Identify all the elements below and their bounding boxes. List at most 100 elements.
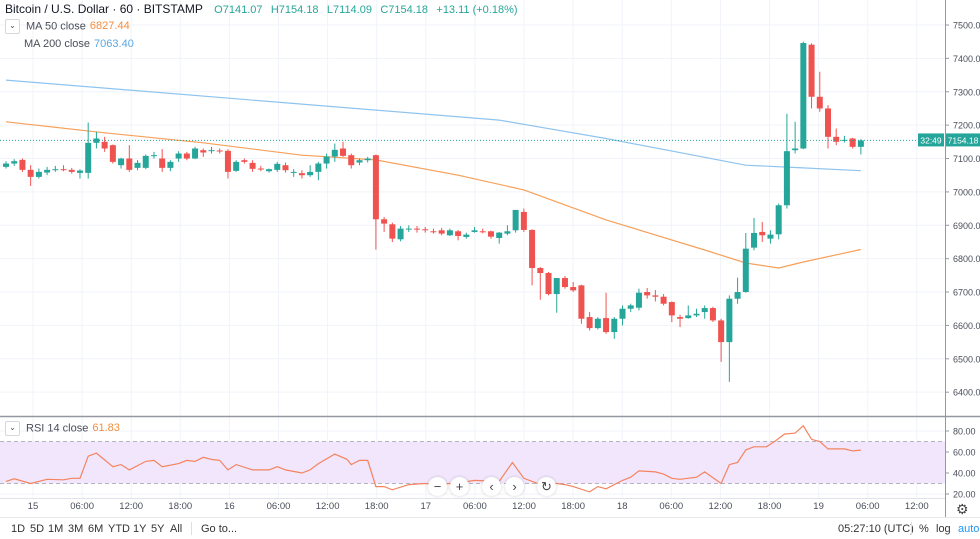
candle-body [85,142,92,173]
candle-body [372,155,379,220]
go-to-date-button[interactable]: Go to... [201,523,238,535]
candle-body [35,171,42,177]
log-scale-toggle[interactable]: log [936,523,951,535]
price-axis-label: 7500.00 [953,21,980,31]
range-5y[interactable]: 5Y [151,523,165,535]
ma50-label: MA 50 close [26,20,86,33]
candle-body [849,138,856,147]
rsi-legend[interactable]: ⌄ RSI 14 close 61.83 [5,421,120,436]
candle-body [389,224,396,239]
candle-body [800,43,807,149]
zoom-in-button[interactable]: + [450,477,469,496]
candle-body [159,158,166,168]
range-1m[interactable]: 1M [48,523,64,535]
candle-body [487,231,494,237]
chevron-down-icon[interactable]: ⌄ [5,19,20,34]
rsi-axis-label: 80.00 [953,427,976,437]
candle-body [109,145,116,162]
time-axis-label: 18:00 [561,501,585,512]
candle-body [537,268,544,274]
candle-body [611,318,618,333]
time-axis-label: 12:00 [316,501,340,512]
rsi-axis-label: 60.00 [953,448,976,458]
rsi-value: 61.83 [92,422,120,435]
candle-body [315,163,322,172]
gear-icon[interactable]: ⚙ [956,501,969,517]
price-axis-label: 6500.00 [953,354,980,364]
candle-body [520,211,527,230]
candle-body [783,151,790,206]
zoom-out-button[interactable]: − [428,477,447,496]
candle-body [200,150,207,153]
ma50-value: 6827.44 [89,20,130,33]
candle-body [76,170,83,173]
candle-body [553,278,560,295]
candle-body [808,44,815,97]
bar-countdown: 32:49 [920,135,942,145]
candle-body [742,248,749,293]
auto-scale-toggle[interactable]: auto [958,523,980,535]
range-ytd[interactable]: YTD [108,523,130,535]
candle-body [307,171,314,176]
symbol-title[interactable]: Bitcoin / U.S. Dollar · 60 · BITSTAMP [5,2,203,16]
range-all[interactable]: All [170,523,183,535]
candle-body [635,292,642,308]
candle-body [233,161,240,171]
candle-body [430,231,437,233]
range-1d[interactable]: 1D [11,523,26,535]
rsi-axis-label: 40.00 [953,469,976,479]
candle-body [496,232,503,238]
reset-chart-button[interactable]: ↻ [537,477,556,496]
time-axis-label: 15 [28,501,39,512]
price-axis-label: 7100.00 [953,154,980,164]
candle-body [282,165,289,171]
candle-body [241,160,248,162]
price-axis-label: 6800.00 [953,254,980,264]
time-axis-label: 06:00 [856,501,880,512]
range-5d[interactable]: 5D [30,523,45,535]
range-3m[interactable]: 3M [68,523,84,535]
candle-body [44,169,51,173]
chart-header: Bitcoin / U.S. Dollar · 60 · BITSTAMP O7… [5,2,523,18]
candle-body [734,292,741,299]
candle-body [60,169,67,171]
time-axis-label: 17 [421,501,432,512]
last-price-tag [946,133,980,147]
candle-body [857,140,864,147]
candle-body [356,160,363,163]
candle-body [561,278,568,288]
candle-body [504,231,511,234]
time-axis-label: 06:00 [463,501,487,512]
candle-body [709,308,716,321]
candle-body [298,173,305,176]
candle-body [594,318,601,329]
candle-body [775,205,782,235]
candle-body [701,308,708,313]
candle-body [751,232,758,248]
ma200-value: 7063.40 [94,38,134,50]
percent-scale-toggle[interactable]: % [919,523,929,535]
candle-body [759,231,766,236]
candle-body [693,313,700,316]
price-axis-label: 7200.00 [953,121,980,131]
range-1y[interactable]: 1Y [133,523,147,535]
candle-body [183,153,190,159]
utc-clock[interactable]: 05:27:10 (UTC) [838,523,914,535]
time-axis-label: 16 [224,501,235,512]
scroll-right-button[interactable]: › [505,477,524,496]
candle-body [257,168,264,170]
candle-body [249,162,256,169]
chevron-down-icon[interactable]: ⌄ [5,421,20,436]
ma50-legend[interactable]: ⌄ MA 50 close 6827.44 [5,19,130,34]
ma200-label: MA 200 close [24,38,91,50]
candle-body [825,108,831,137]
ma200-legend[interactable]: MA 200 close 7063.40 [24,37,134,52]
scroll-left-button[interactable]: ‹ [482,477,501,496]
price-axis-label: 6400.00 [953,388,980,398]
time-axis-label: 06:00 [70,501,94,512]
chart-canvas[interactable]: 15 06:00 12:00 18:00 16 06:00 12:00 18:00 17 06:0… [0,0,980,517]
range-6m[interactable]: 6M [88,523,104,535]
candle-body [192,148,199,159]
candle-body [331,149,338,157]
candle-body [167,161,174,168]
